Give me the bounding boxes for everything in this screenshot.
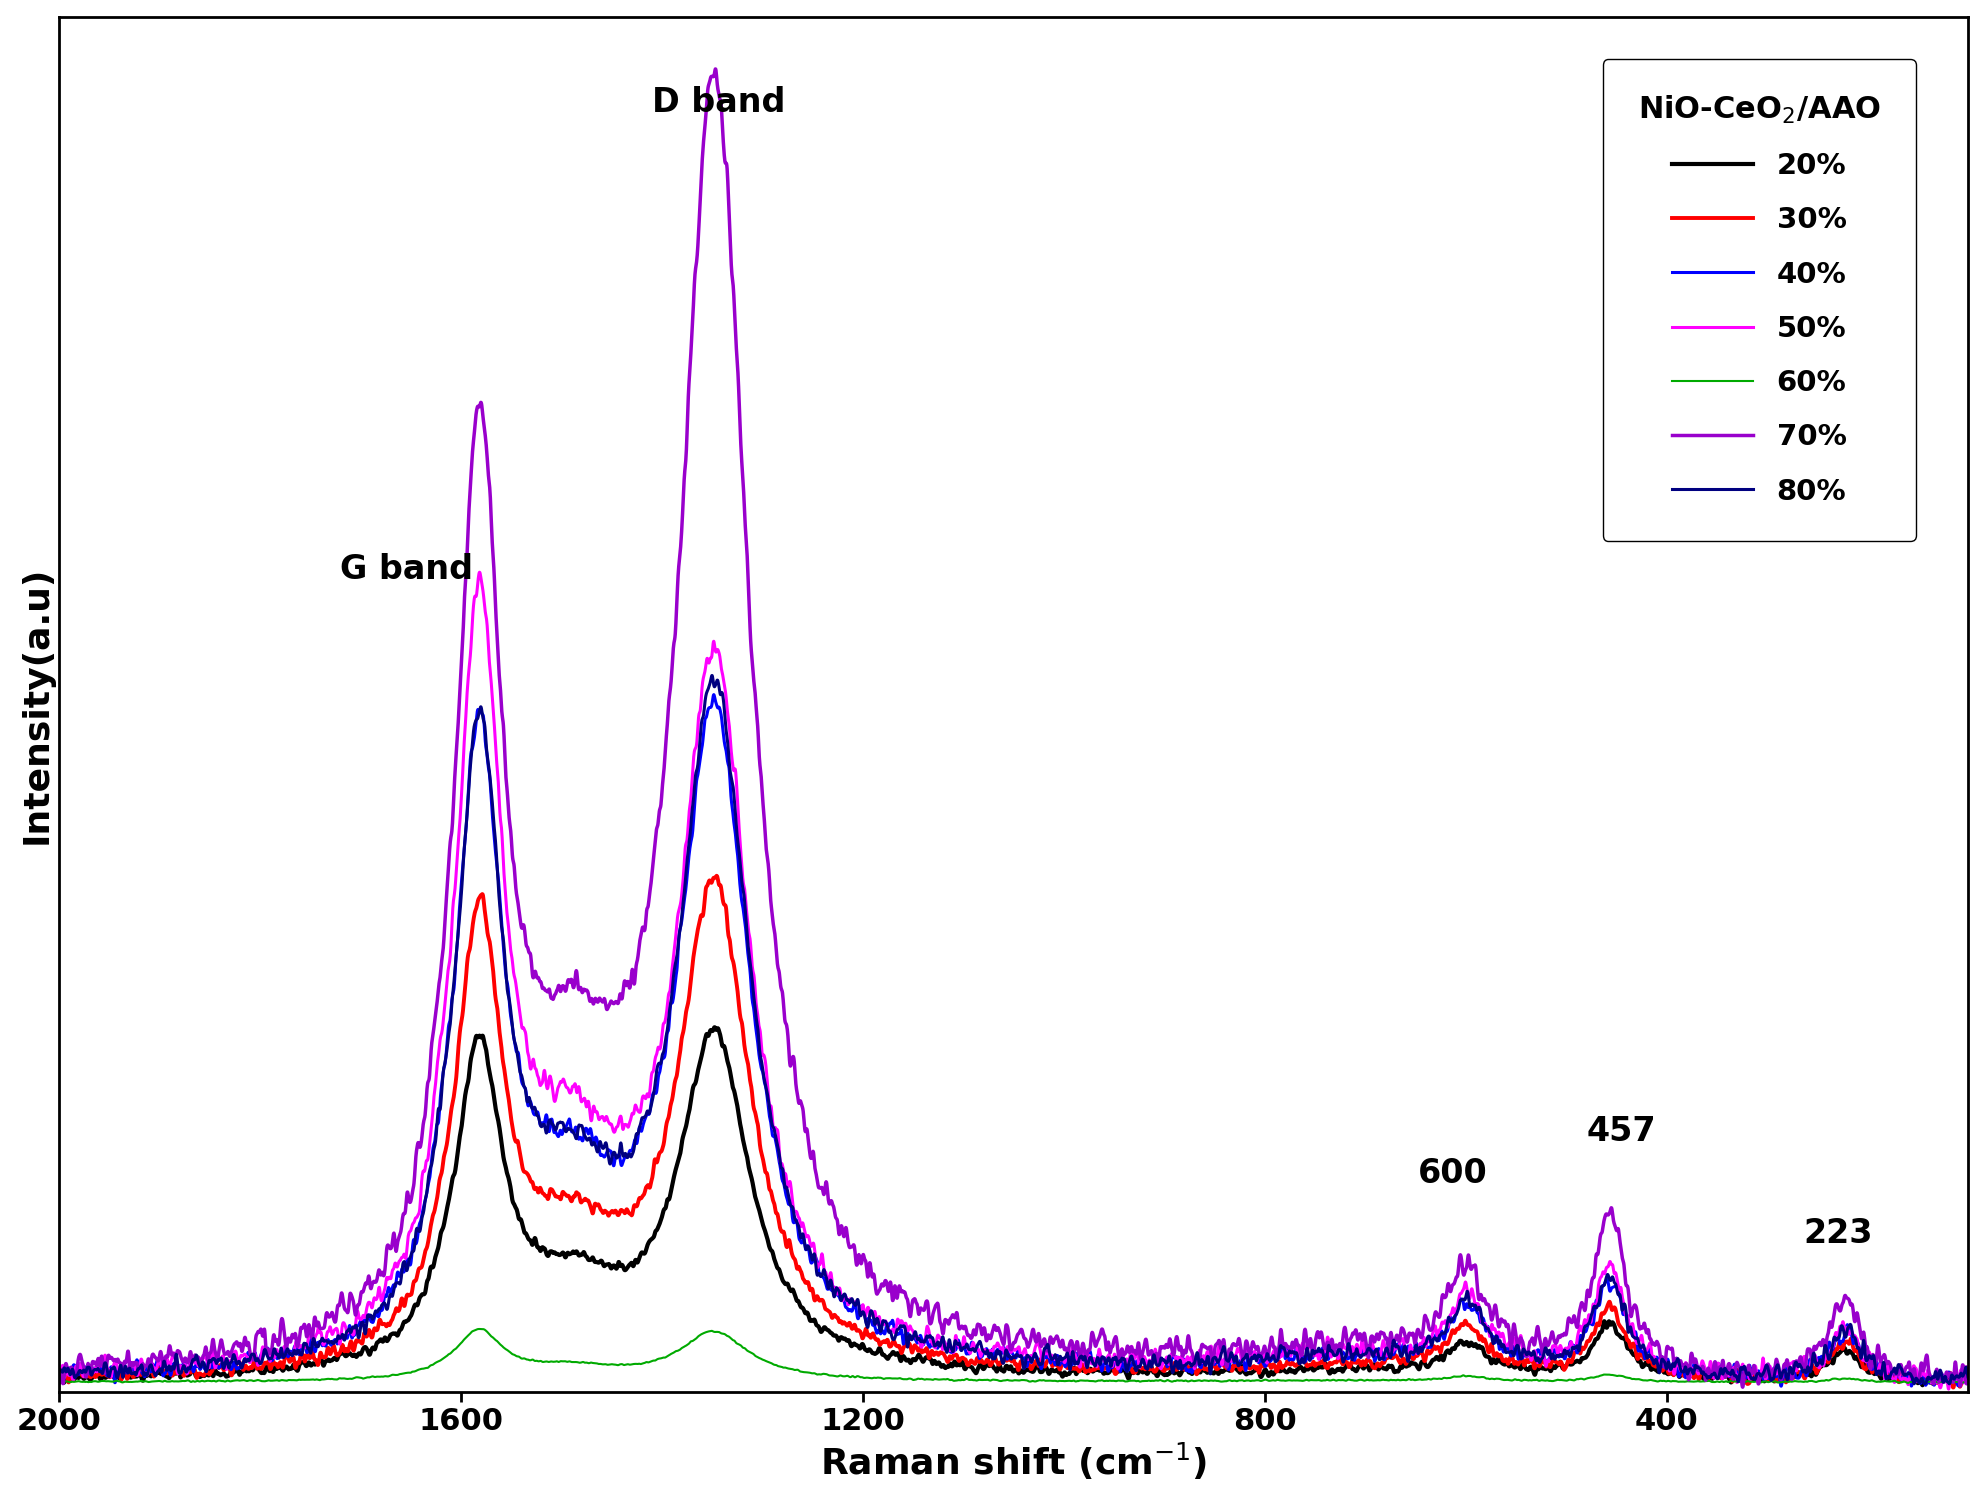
50% bbox=[490, 841, 514, 859]
Text: 457: 457 bbox=[1586, 1115, 1655, 1148]
Text: G band: G band bbox=[341, 553, 474, 586]
40% bbox=[1957, 1369, 1981, 1387]
30% bbox=[490, 1048, 514, 1066]
70% bbox=[1731, 1378, 1755, 1396]
Y-axis label: Intensity(a.u): Intensity(a.u) bbox=[20, 565, 54, 844]
60% bbox=[1957, 1373, 1981, 1391]
30% bbox=[705, 866, 728, 884]
70% bbox=[490, 709, 514, 727]
40% bbox=[490, 925, 514, 943]
60% bbox=[1941, 1373, 1965, 1391]
40% bbox=[1769, 1378, 1792, 1396]
Text: 600: 600 bbox=[1417, 1157, 1487, 1190]
50% bbox=[766, 1138, 790, 1156]
30% bbox=[1957, 1373, 1981, 1391]
80% bbox=[500, 1019, 524, 1037]
40% bbox=[766, 1151, 790, 1169]
40% bbox=[1941, 1367, 1965, 1385]
80% bbox=[701, 667, 725, 685]
70% bbox=[766, 962, 790, 980]
20% bbox=[1912, 1376, 1935, 1394]
60% bbox=[766, 1357, 790, 1375]
Text: D band: D band bbox=[651, 87, 786, 120]
Line: 40%: 40% bbox=[60, 694, 1969, 1387]
40% bbox=[703, 685, 727, 703]
70% bbox=[48, 1375, 71, 1393]
60% bbox=[1896, 1375, 1919, 1393]
70% bbox=[510, 917, 534, 935]
70% bbox=[703, 60, 727, 78]
80% bbox=[1902, 1375, 1925, 1393]
30% bbox=[510, 1159, 534, 1177]
X-axis label: Raman shift (cm$^{-1}$): Raman shift (cm$^{-1}$) bbox=[820, 1441, 1207, 1483]
Line: 50%: 50% bbox=[60, 573, 1969, 1390]
50% bbox=[48, 1364, 71, 1382]
20% bbox=[500, 1192, 524, 1210]
Text: 223: 223 bbox=[1802, 1217, 1874, 1250]
Legend: 20%, 30%, 40%, 50%, 60%, 70%, 80%: 20%, 30%, 40%, 50%, 60%, 70%, 80% bbox=[1602, 58, 1916, 541]
50% bbox=[468, 564, 492, 582]
70% bbox=[1957, 1367, 1981, 1385]
60% bbox=[510, 1349, 534, 1367]
50% bbox=[1957, 1361, 1981, 1379]
50% bbox=[500, 958, 524, 976]
20% bbox=[903, 1351, 927, 1369]
30% bbox=[903, 1336, 927, 1354]
40% bbox=[500, 1019, 524, 1037]
60% bbox=[500, 1346, 524, 1364]
80% bbox=[903, 1324, 927, 1342]
20% bbox=[510, 1216, 534, 1234]
50% bbox=[1941, 1370, 1965, 1388]
80% bbox=[1957, 1369, 1981, 1387]
Line: 20%: 20% bbox=[60, 1027, 1969, 1385]
40% bbox=[510, 1075, 534, 1093]
30% bbox=[48, 1373, 71, 1391]
30% bbox=[500, 1120, 524, 1138]
80% bbox=[490, 923, 514, 941]
80% bbox=[510, 1070, 534, 1088]
20% bbox=[1941, 1370, 1965, 1388]
20% bbox=[48, 1366, 71, 1384]
Line: 60%: 60% bbox=[60, 1330, 1969, 1384]
60% bbox=[490, 1337, 514, 1355]
Line: 70%: 70% bbox=[60, 69, 1969, 1387]
80% bbox=[48, 1361, 71, 1379]
50% bbox=[510, 1019, 534, 1037]
30% bbox=[1941, 1378, 1965, 1396]
20% bbox=[703, 1018, 727, 1036]
20% bbox=[490, 1141, 514, 1159]
70% bbox=[1941, 1370, 1965, 1388]
80% bbox=[1941, 1370, 1965, 1388]
80% bbox=[766, 1144, 790, 1162]
50% bbox=[903, 1325, 927, 1343]
40% bbox=[903, 1330, 927, 1348]
20% bbox=[1957, 1373, 1981, 1391]
30% bbox=[766, 1213, 790, 1231]
70% bbox=[903, 1291, 927, 1309]
60% bbox=[903, 1370, 927, 1388]
Line: 30%: 30% bbox=[60, 875, 1969, 1388]
50% bbox=[1937, 1381, 1961, 1399]
Line: 80%: 80% bbox=[60, 676, 1969, 1384]
60% bbox=[466, 1321, 490, 1339]
40% bbox=[48, 1367, 71, 1385]
60% bbox=[48, 1373, 71, 1391]
70% bbox=[500, 848, 524, 866]
30% bbox=[1941, 1379, 1965, 1397]
20% bbox=[766, 1261, 790, 1279]
